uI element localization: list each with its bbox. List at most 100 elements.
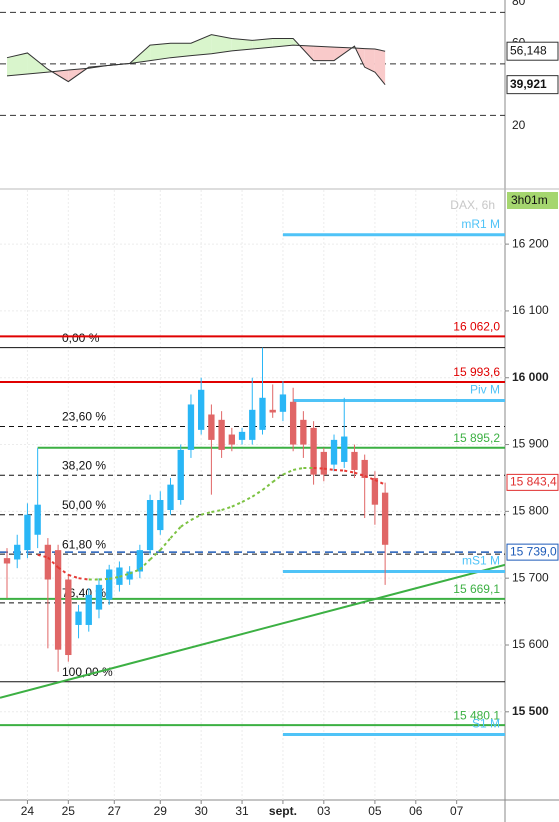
- value-box: [506, 41, 559, 61]
- ma-segment: [282, 469, 294, 476]
- candle-body: [249, 409, 256, 440]
- level-label: 15 993,6: [453, 365, 500, 379]
- y-tick-label: 16 200: [512, 236, 549, 250]
- fib-label: 23,60 %: [62, 410, 106, 424]
- candle-body: [289, 401, 297, 445]
- candle-body: [228, 434, 235, 445]
- candle-body: [300, 419, 307, 445]
- fill-area: [272, 38, 294, 48]
- fill-area: [190, 34, 212, 56]
- ma-segment: [169, 526, 182, 539]
- y-tick-label: 80: [512, 0, 526, 8]
- candle-body: [320, 451, 327, 475]
- candle-body: [126, 571, 133, 580]
- level-label: 15 669,1: [453, 582, 500, 596]
- oscillator-line: [6, 44, 386, 77]
- timer-label: 3h01m: [511, 193, 548, 207]
- y-tick-label: 15 800: [512, 504, 549, 518]
- candle-body: [351, 451, 358, 470]
- candle-body: [381, 492, 389, 545]
- price-box: [506, 473, 559, 491]
- fill-area: [27, 52, 48, 74]
- ma-segment: [159, 537, 172, 551]
- ma-segment: [261, 481, 274, 491]
- candle-body: [177, 449, 184, 501]
- fill-area: [364, 48, 375, 73]
- ma-segment: [200, 511, 212, 516]
- fib-label: 61,80 %: [62, 537, 106, 551]
- x-tick-label: sept.: [269, 804, 297, 818]
- candle-body: [238, 431, 246, 440]
- x-tick-label: 30: [194, 804, 208, 818]
- ma-segment: [180, 519, 192, 528]
- ma-segment: [354, 471, 365, 477]
- ma-segment: [119, 572, 130, 578]
- x-tick-label: 27: [108, 804, 122, 818]
- y-tick-label: 16 100: [512, 303, 549, 317]
- fill-area: [374, 49, 386, 85]
- level-label: 16 062,0: [453, 319, 500, 333]
- x-tick-label: 03: [317, 804, 331, 818]
- ma-segment: [68, 573, 79, 580]
- ma-segment: [374, 479, 386, 486]
- ma-segment: [78, 577, 89, 581]
- price-label: 15 739,0: [510, 544, 557, 558]
- fill-area: [313, 46, 335, 61]
- level-name: Piv M: [470, 383, 500, 397]
- candle-body: [34, 504, 41, 535]
- candle-body: [279, 394, 287, 412]
- ma-segment: [231, 501, 243, 508]
- candle-body: [24, 514, 31, 551]
- candle-body: [54, 550, 62, 650]
- candle-body: [136, 550, 144, 572]
- fill-area: [231, 38, 253, 51]
- candle-body: [44, 544, 52, 580]
- fib-label: 0,00 %: [62, 331, 100, 345]
- candle-body: [208, 414, 215, 440]
- fib-label: 38,20 %: [62, 458, 106, 472]
- candle-body: [95, 584, 103, 610]
- candle-body: [3, 558, 11, 564]
- level-name: mS1 M: [462, 554, 500, 568]
- ma-segment: [333, 468, 345, 472]
- value-label: 39,921: [510, 77, 547, 91]
- ma-segment: [313, 466, 324, 470]
- candle-body: [187, 404, 195, 450]
- candle-body: [218, 419, 225, 450]
- candle-body: [65, 579, 72, 656]
- fill-area: [150, 43, 171, 61]
- x-tick-label: 07: [450, 804, 464, 818]
- ma-segment: [211, 509, 222, 514]
- ma-segment: [292, 466, 304, 471]
- x-tick-label: 05: [368, 804, 382, 818]
- y-tick-label: 15 900: [512, 437, 549, 451]
- y-tick-label: 15 600: [512, 637, 549, 651]
- candle-body: [167, 484, 174, 511]
- fib-label: 50,00 %: [62, 498, 106, 512]
- ma-segment: [190, 513, 202, 521]
- y-tick-label: 16 000: [512, 370, 549, 384]
- fill-area: [7, 52, 28, 76]
- candle-body: [157, 500, 164, 531]
- trendline: [0, 563, 505, 699]
- x-tick-label: 31: [235, 804, 249, 818]
- oscillator-panel: [0, 11, 505, 116]
- price-box: [506, 543, 559, 561]
- x-tick-label: 24: [21, 804, 35, 818]
- ma-segment: [98, 577, 110, 581]
- ma-segment: [272, 473, 284, 483]
- x-tick-label: 06: [409, 804, 423, 818]
- price-label: 15 843,4: [510, 475, 557, 489]
- ma-segment: [344, 469, 355, 474]
- candle-body: [310, 427, 317, 475]
- chart-title: DAX, 6h: [450, 198, 495, 212]
- ma-segment: [221, 505, 233, 511]
- candle-body: [146, 500, 154, 551]
- ma-segment: [57, 566, 69, 576]
- candle-body: [341, 436, 348, 462]
- fill-area: [170, 43, 191, 58]
- ma-segment: [37, 553, 49, 559]
